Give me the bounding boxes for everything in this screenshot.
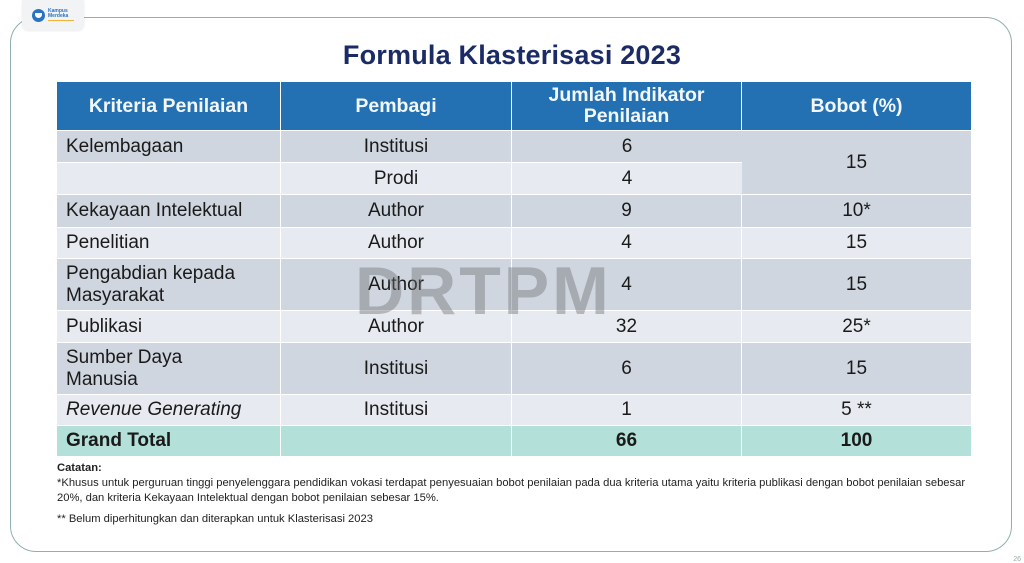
logo-underline (48, 19, 74, 22)
table-row: Penelitian Author 4 15 (57, 228, 971, 259)
cell-jumlah: 9 (512, 195, 742, 228)
cell-pembagi: Institusi (281, 343, 512, 395)
cluster-formula-table: Kriteria Penilaian Pembagi Jumlah Indika… (57, 82, 971, 457)
cell-pembagi: Institusi (281, 131, 512, 163)
grand-total-row: Grand Total 66 100 (57, 426, 971, 457)
cell-pembagi: Institusi (281, 395, 512, 426)
cell-jumlah: 4 (512, 163, 742, 195)
note-2: ** Belum diperhitungkan dan diterapkan u… (57, 513, 373, 525)
cell-total-jumlah: 66 (512, 426, 742, 457)
cell-kriteria: Publikasi (57, 311, 281, 343)
table-row-kelembagaan: Kelembagaan Institusi 6 Prodi 4 15 (57, 131, 971, 195)
cell-bobot: 15 (742, 228, 971, 259)
cell-total-label: Grand Total (57, 426, 281, 457)
cell-pembagi: Author (281, 311, 512, 343)
logo-wordmark: Kampus Merdeka (48, 7, 74, 22)
note-1: *Khusus untuk perguruan tinggi penyeleng… (57, 477, 966, 504)
cell-bobot: 15 (742, 259, 971, 311)
cell-bobot: 25* (742, 311, 971, 343)
tut-wuri-emblem-icon (32, 8, 45, 22)
page-number: 26 (1013, 556, 1021, 563)
cell-jumlah: 4 (512, 228, 742, 259)
notes-heading: Catatan: (57, 462, 102, 474)
cell-jumlah: 6 (512, 131, 742, 163)
header-jumlah-indikator: Jumlah Indikator Penilaian (512, 82, 742, 131)
cell-kriteria: Pengabdian kepada Masyarakat (57, 259, 281, 311)
cell-pembagi: Author (281, 259, 512, 311)
header-pembagi: Pembagi (281, 82, 512, 131)
cell-pembagi: Author (281, 195, 512, 228)
slide-title: Formula Klasterisasi 2023 (342, 40, 682, 70)
notes-section: Catatan: *Khusus untuk perguruan tinggi … (57, 461, 977, 527)
header-kriteria: Kriteria Penilaian (57, 82, 281, 131)
table-row: Kelembagaan Institusi 6 (57, 131, 742, 163)
cell-pembagi: Author (281, 228, 512, 259)
table-row: Revenue Generating Institusi 1 5 ** (57, 395, 971, 426)
cell-kriteria: Kelembagaan (57, 131, 281, 163)
cell-kriteria: Revenue Generating (57, 395, 281, 426)
cell-jumlah: 6 (512, 343, 742, 395)
cell-bobot: 5 ** (742, 395, 971, 426)
cell-jumlah: 1 (512, 395, 742, 426)
cell-kriteria: Kekayaan Intelektual (57, 195, 281, 228)
table-row: Publikasi Author 32 25* (57, 311, 971, 343)
cell-jumlah: 32 (512, 311, 742, 343)
cell-bobot: 15 (742, 343, 971, 395)
table-row: Prodi 4 (57, 163, 742, 195)
table-header-row: Kriteria Penilaian Pembagi Jumlah Indika… (57, 82, 971, 131)
cell-total-bobot: 100 (742, 426, 971, 457)
cell-kriteria: Sumber Daya Manusia (57, 343, 281, 395)
logo-line2: Merdeka (48, 12, 69, 19)
kampus-merdeka-logo: Kampus Merdeka (22, 0, 84, 30)
header-bobot: Bobot (%) (742, 82, 971, 131)
logo-line1: Kampus (48, 7, 68, 14)
table-row: Sumber Daya Manusia Institusi 6 15 (57, 343, 971, 395)
cell-kriteria-empty (57, 163, 281, 195)
cell-bobot: 10* (742, 195, 971, 228)
cell-pembagi: Prodi (281, 163, 512, 195)
cell-bobot-merged: 15 (742, 131, 971, 195)
cell-total-pembagi (281, 426, 512, 457)
cell-kriteria: Penelitian (57, 228, 281, 259)
cell-jumlah: 4 (512, 259, 742, 311)
table-row: Pengabdian kepada Masyarakat Author 4 15 (57, 259, 971, 311)
table-row: Kekayaan Intelektual Author 9 10* (57, 195, 971, 228)
